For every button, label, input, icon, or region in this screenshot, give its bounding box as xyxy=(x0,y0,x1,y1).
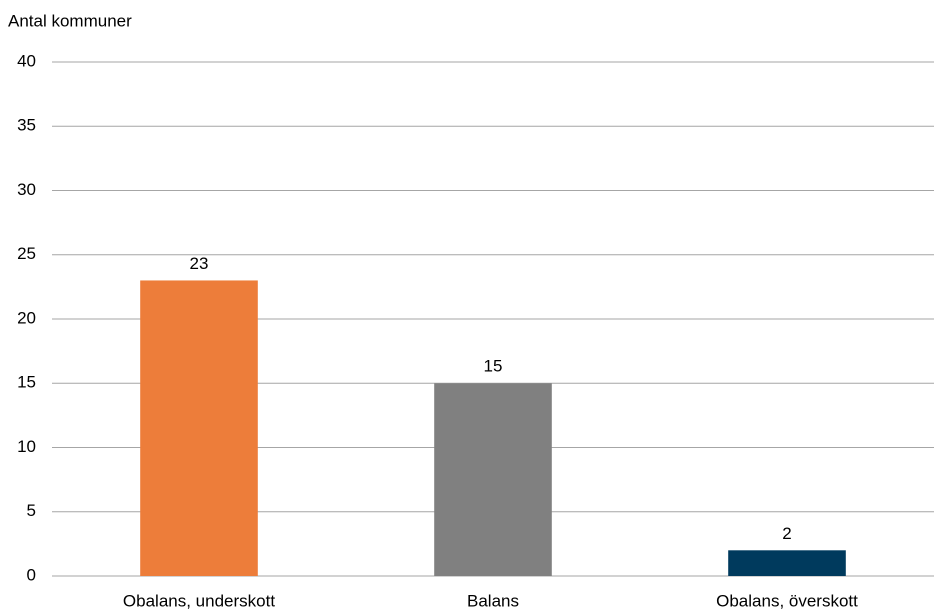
data-label: 23 xyxy=(190,254,209,273)
y-tick-label: 15 xyxy=(17,373,36,392)
y-tick-label: 35 xyxy=(17,116,36,135)
data-label: 15 xyxy=(484,357,503,376)
data-label: 2 xyxy=(782,524,791,543)
bar xyxy=(728,550,846,576)
x-tick-label: Balans xyxy=(467,591,519,610)
y-tick-label: 10 xyxy=(17,437,36,456)
y-tick-label: 0 xyxy=(27,565,36,584)
bar xyxy=(140,280,258,576)
y-tick-label: 5 xyxy=(27,501,36,520)
y-tick-label: 25 xyxy=(17,244,36,263)
x-tick-label: Obalans, underskott xyxy=(123,591,275,610)
x-tick-label: Obalans, överskott xyxy=(716,591,858,610)
y-tick-label: 30 xyxy=(17,180,36,199)
y-axis-label: Antal kommuner xyxy=(8,11,132,30)
y-tick-label: 40 xyxy=(17,51,36,70)
y-tick-label: 20 xyxy=(17,308,36,327)
bar xyxy=(434,383,552,576)
